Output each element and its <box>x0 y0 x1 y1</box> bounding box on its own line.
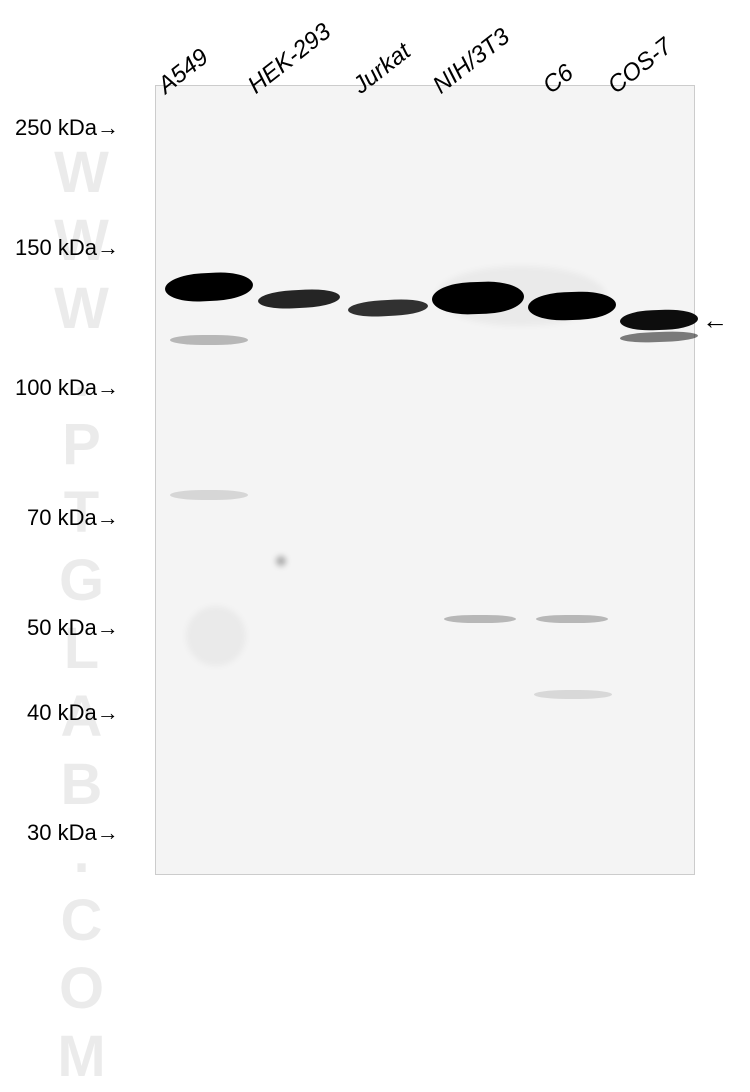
noise-spot <box>276 556 286 566</box>
mw-marker-40: 40 kDa→ <box>27 700 119 726</box>
mw-marker-70: 70 kDa→ <box>27 505 119 531</box>
figure-container: WWW.PTGLAB.COM A549 HEK-293 Jurkat NIH/3… <box>0 0 750 903</box>
band-c6-faint2 <box>534 690 612 699</box>
mw-marker-100: 100 kDa→ <box>15 375 119 401</box>
mw-marker-50: 50 kDa→ <box>27 615 119 641</box>
blot-membrane <box>155 85 695 875</box>
band-c6-faint1 <box>536 615 608 623</box>
band-a549-faint1 <box>170 335 248 345</box>
mw-marker-150: 150 kDa→ <box>15 235 119 261</box>
mw-marker-250: 250 kDa→ <box>15 115 119 141</box>
band-nih3t3-faint <box>444 615 516 623</box>
mw-marker-30: 30 kDa→ <box>27 820 119 846</box>
band-a549-faint2 <box>170 490 248 500</box>
target-arrow: ← <box>702 305 728 336</box>
noise-spot <box>186 606 246 666</box>
